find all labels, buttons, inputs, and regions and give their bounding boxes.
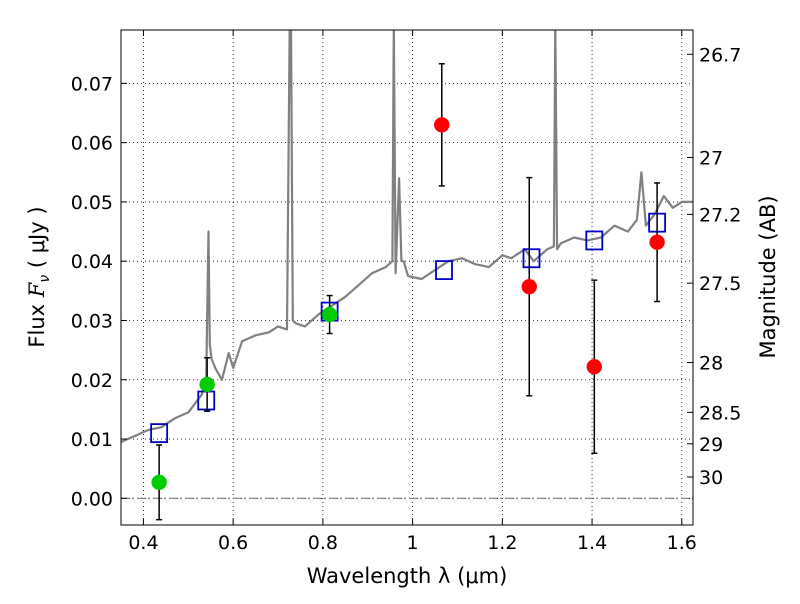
- data-point: [199, 376, 215, 393]
- data-point: [321, 306, 338, 323]
- x-tick-label: 0.8: [308, 532, 338, 554]
- x-tick-label: 1.2: [487, 532, 517, 554]
- x-tick-label: 0.6: [218, 532, 248, 554]
- data-point: [434, 117, 450, 133]
- y-tick-label: 0.03: [71, 310, 113, 332]
- magnitude-axis: 26.7 27 27.2 27.5 28 28.5 29 30: [687, 44, 741, 489]
- magnitude-tick-label: 27: [699, 147, 723, 169]
- y-tick-label: 0.04: [71, 251, 113, 273]
- x-tick-label: 1.6: [667, 532, 697, 554]
- y-tick-label: 0.06: [71, 133, 113, 155]
- magnitude-tick-label: 28.5: [699, 402, 741, 424]
- x-axis-label: Wavelength λ (μm): [307, 564, 508, 588]
- spectrum-line: [121, 30, 693, 444]
- y-tick-label: 0.01: [71, 429, 113, 451]
- model-point: [150, 423, 169, 444]
- plot-frame: [120, 29, 694, 526]
- x-tick-label: 0.4: [128, 532, 158, 554]
- x-tick-label: 1.4: [577, 532, 607, 554]
- data-point: [586, 358, 603, 375]
- model-point: [522, 248, 541, 269]
- markers: [150, 63, 667, 521]
- magnitude-tick-label: 29: [699, 434, 723, 456]
- data-point: [521, 278, 538, 295]
- magnitude-tick-label: 26.7: [699, 44, 741, 66]
- y-tick-label: 0.02: [71, 370, 113, 392]
- y-tick-label: 0.07: [71, 73, 113, 95]
- magnitude-tick-label: 28: [699, 353, 723, 375]
- template-spectrum: [121, 30, 693, 444]
- data-point: [151, 474, 167, 491]
- y-axis: 0.00 0.01 0.02 0.03 0.04 0.05 0.06 0.07: [71, 73, 127, 510]
- model-point: [435, 260, 453, 280]
- x-axis: 0.4 0.6 0.8 1 1.2 1.4 1.6: [128, 30, 697, 554]
- magnitude-tick-label: 27.5: [699, 273, 741, 295]
- magnitude-axis-label: Magnitude (AB): [756, 195, 780, 358]
- y-axis-label: Flux Fν ( μJy ): [25, 206, 53, 347]
- y-tick-label: 0.05: [71, 192, 113, 214]
- model-point: [585, 230, 604, 251]
- magnitude-tick-label: 27.2: [699, 204, 741, 226]
- y-tick-label: 0.00: [71, 488, 113, 510]
- magnitude-tick-label: 30: [699, 467, 723, 489]
- plot-area: [121, 30, 693, 521]
- data-point: [649, 234, 665, 250]
- x-tick-label: 1: [407, 532, 419, 554]
